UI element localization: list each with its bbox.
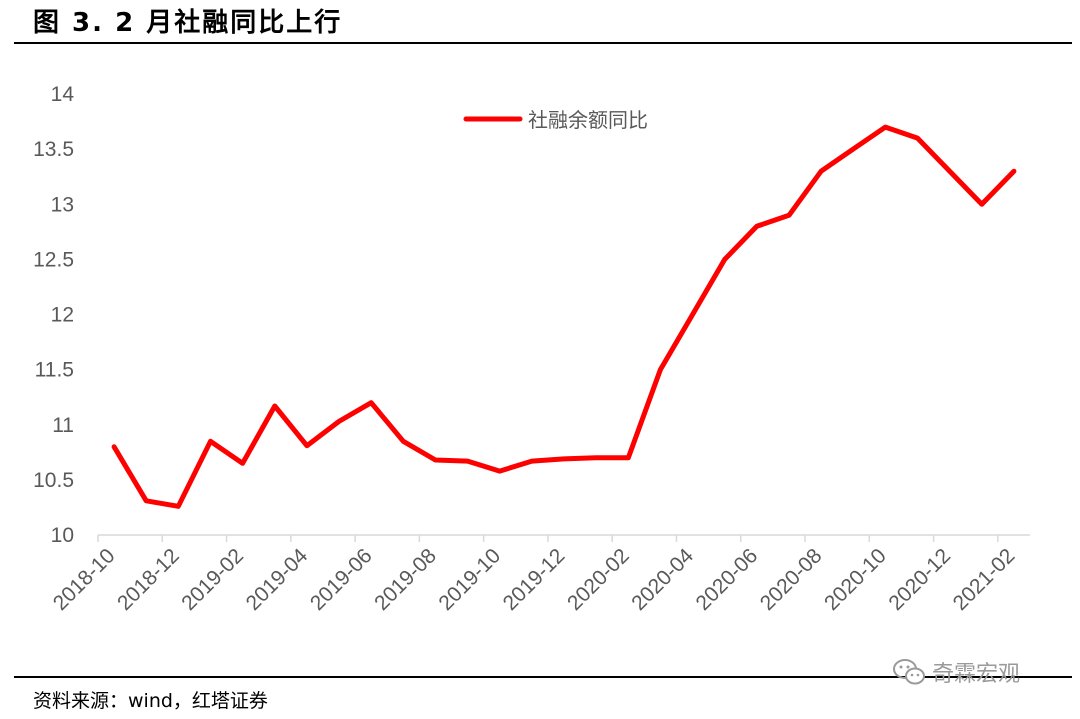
x-tick-label: 2020-10 (820, 544, 891, 615)
y-tick-label: 12 (51, 304, 74, 327)
y-axis-ticks: 10 10.5 11 11.5 12 12.5 13 13.5 14 (33, 83, 74, 547)
source-note: 资料来源：wind，红塔证券 (33, 690, 268, 712)
y-tick-label: 13.5 (33, 138, 74, 161)
y-tick-label: 11 (52, 414, 74, 437)
x-tick-label: 2020-12 (884, 544, 955, 615)
y-tick-label: 11.5 (35, 359, 74, 382)
x-axis: 2018-102018-122019-022019-042019-062019-… (49, 534, 1030, 615)
x-tick-label: 2020-04 (627, 544, 698, 615)
y-tick-label: 10 (51, 524, 74, 547)
x-tick-label: 2019-06 (306, 544, 377, 615)
x-tick-label: 2019-04 (242, 544, 313, 615)
series-line (111, 124, 1017, 509)
wechat-icon (893, 659, 925, 685)
figure-title: 图 3. 2 月社融同比上行 (33, 8, 343, 38)
x-tick-label: 2020-06 (692, 544, 763, 615)
x-tick-label: 2018-12 (113, 544, 184, 615)
legend: 社融余额同比 (463, 108, 648, 132)
y-tick-label: 12.5 (33, 248, 74, 271)
watermark: 奇霖宏观 (892, 656, 1020, 688)
x-tick-label: 2019-10 (434, 544, 505, 615)
x-tick-label: 2021-02 (949, 544, 1020, 615)
x-tick-label: 2019-08 (370, 544, 441, 615)
line-chart: 10 10.5 11 11.5 12 12.5 13 13.5 14 2018-102018-1… (33, 83, 1030, 615)
x-tick-label: 2020-08 (756, 544, 827, 615)
x-tick-label: 2018-10 (49, 544, 120, 615)
legend-label: 社融余额同比 (528, 108, 648, 132)
x-tick-label: 2019-02 (177, 544, 248, 615)
watermark-text: 奇霖宏观 (932, 662, 1021, 687)
series-layer (111, 124, 1017, 509)
y-tick-label: 13 (51, 193, 74, 216)
top-rule (14, 42, 1072, 44)
bottom-rule (14, 676, 1072, 678)
y-tick-label: 14 (51, 83, 75, 106)
x-tick-label: 2019-12 (499, 544, 570, 615)
y-tick-label: 10.5 (33, 469, 74, 492)
x-tick-label: 2020-02 (563, 544, 634, 615)
